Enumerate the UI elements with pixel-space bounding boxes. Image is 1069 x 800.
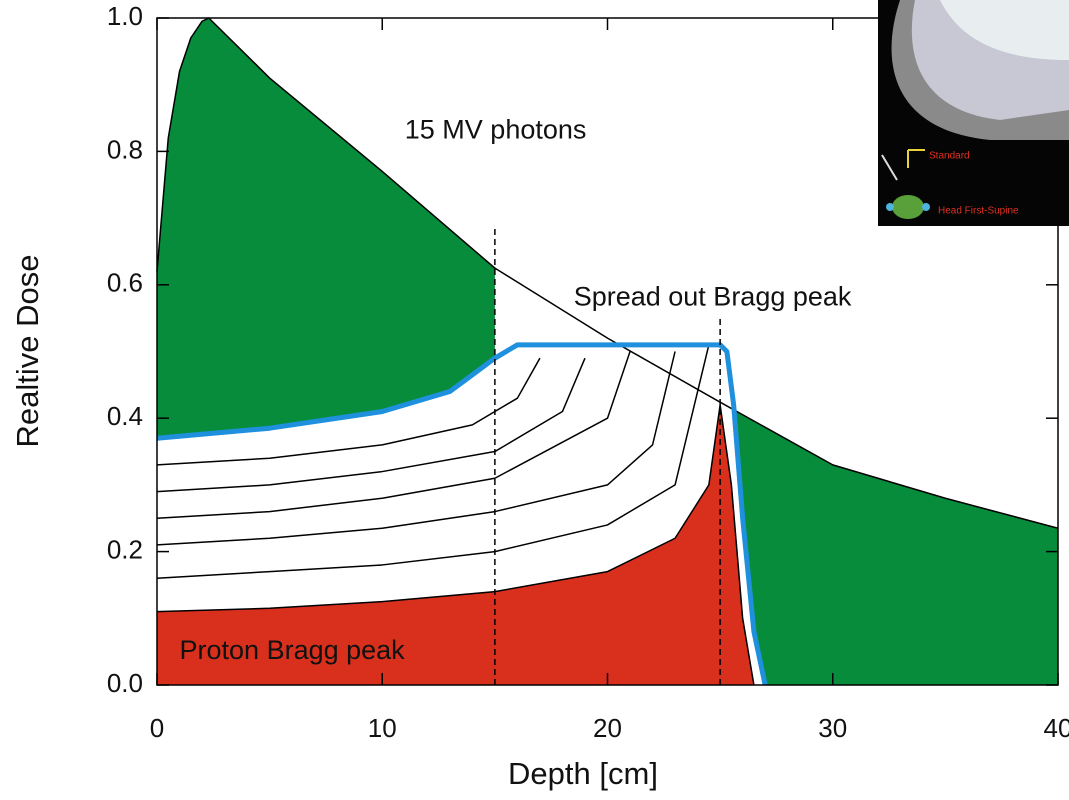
x-axis-label: Depth [cm] (508, 756, 658, 791)
y-tick-label: 0.2 (107, 534, 143, 564)
x-tick-label: 10 (368, 713, 397, 743)
y-tick-label: 0.0 (107, 668, 143, 698)
y-tick-label: 0.4 (107, 401, 143, 431)
annotation: Spread out Bragg peak (574, 281, 852, 311)
y-axis-label: Realtive Dose (10, 255, 45, 448)
x-tick-label: 40 (1044, 713, 1069, 743)
y-tick-label: 0.8 (107, 134, 143, 164)
line (156, 357, 541, 466)
annotation: 15 MV photons (405, 115, 587, 145)
x-tick-label: 20 (593, 713, 622, 743)
inset-label: Head First-Supine (938, 206, 1019, 217)
line (156, 404, 755, 686)
line (156, 351, 631, 519)
line (156, 342, 768, 686)
inset-image: Standard Head First-Supine (878, 0, 1069, 226)
area (157, 404, 754, 685)
x-tick-label: 30 (818, 713, 847, 743)
annotation: Proton Bragg peak (180, 635, 406, 665)
y-tick-label: 0.6 (107, 268, 143, 298)
inset-label: Standard (929, 151, 970, 162)
line (156, 357, 586, 493)
line (156, 17, 1059, 529)
y-tick-label: 1.0 (107, 1, 143, 31)
x-tick-label: 0 (150, 713, 164, 743)
